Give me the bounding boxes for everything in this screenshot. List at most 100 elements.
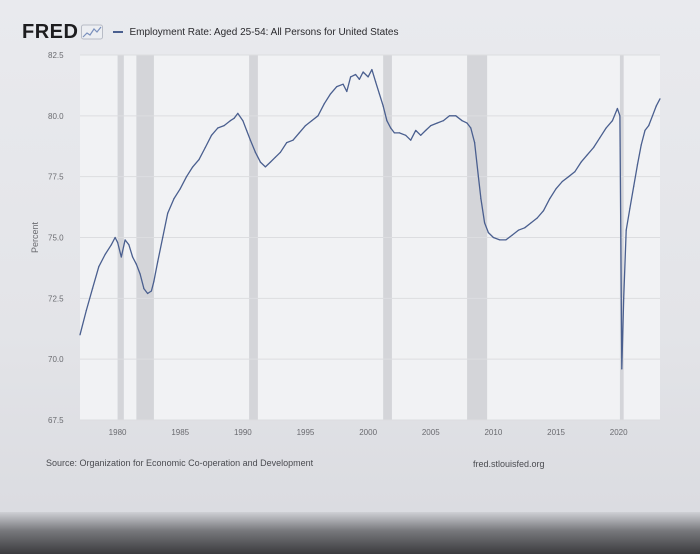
data-point[interactable] xyxy=(378,93,380,95)
data-point[interactable] xyxy=(362,71,364,73)
data-point[interactable] xyxy=(110,244,112,246)
data-point[interactable] xyxy=(233,117,235,119)
data-point[interactable] xyxy=(448,115,451,117)
data-point[interactable] xyxy=(249,139,251,141)
data-point[interactable] xyxy=(259,161,261,163)
data-point[interactable] xyxy=(470,127,472,129)
data-point[interactable] xyxy=(524,227,526,229)
data-point[interactable] xyxy=(135,263,137,265)
data-point[interactable] xyxy=(173,197,175,200)
data-point[interactable] xyxy=(336,86,338,88)
data-point[interactable] xyxy=(311,120,313,122)
data-point[interactable] xyxy=(555,188,557,190)
data-point[interactable] xyxy=(455,115,457,117)
data-point[interactable] xyxy=(342,83,344,85)
data-point[interactable] xyxy=(292,139,294,141)
data-point[interactable] xyxy=(425,129,427,132)
data-point[interactable] xyxy=(217,127,219,129)
data-point[interactable] xyxy=(153,280,155,282)
data-point[interactable] xyxy=(254,151,256,153)
data-point[interactable] xyxy=(185,176,188,178)
data-point[interactable] xyxy=(599,137,601,139)
data-point[interactable] xyxy=(405,134,407,136)
data-point[interactable] xyxy=(561,180,563,183)
data-point[interactable] xyxy=(98,266,100,268)
data-point[interactable] xyxy=(150,290,153,292)
data-point[interactable] xyxy=(179,188,181,190)
data-point[interactable] xyxy=(442,120,444,122)
data-point[interactable] xyxy=(371,69,373,71)
data-point[interactable] xyxy=(162,236,164,239)
data-point[interactable] xyxy=(358,78,360,80)
data-point[interactable] xyxy=(139,273,141,275)
data-point[interactable] xyxy=(574,171,576,173)
data-point[interactable] xyxy=(157,261,159,263)
data-point[interactable] xyxy=(354,73,357,76)
data-point[interactable] xyxy=(237,112,239,114)
data-point[interactable] xyxy=(659,98,661,100)
data-point[interactable] xyxy=(499,239,501,241)
data-point[interactable] xyxy=(304,124,307,127)
data-point[interactable] xyxy=(85,309,87,312)
data-point[interactable] xyxy=(298,132,300,134)
data-point[interactable] xyxy=(120,256,122,258)
data-point[interactable] xyxy=(420,134,422,136)
data-point[interactable] xyxy=(393,132,396,134)
data-point[interactable] xyxy=(410,139,412,141)
data-point[interactable] xyxy=(605,127,607,129)
data-point[interactable] xyxy=(229,120,231,122)
data-point[interactable] xyxy=(461,120,463,122)
data-point[interactable] xyxy=(477,176,479,178)
data-point[interactable] xyxy=(147,292,149,295)
data-point[interactable] xyxy=(223,124,225,127)
data-point[interactable] xyxy=(542,210,545,212)
data-point[interactable] xyxy=(430,124,432,127)
fred-credit-link[interactable]: fred.stlouisfed.org xyxy=(473,459,545,469)
data-point[interactable] xyxy=(436,122,438,124)
data-point[interactable] xyxy=(611,120,613,122)
data-point[interactable] xyxy=(633,185,635,187)
data-point[interactable] xyxy=(530,222,532,224)
data-point[interactable] xyxy=(279,151,282,153)
data-point[interactable] xyxy=(567,176,570,178)
data-point[interactable] xyxy=(104,253,106,256)
data-point[interactable] xyxy=(167,212,169,214)
data-point[interactable] xyxy=(323,103,325,105)
data-point[interactable] xyxy=(143,288,145,290)
data-point[interactable] xyxy=(242,120,244,122)
data-point[interactable] xyxy=(91,288,94,290)
data-point[interactable] xyxy=(487,232,489,234)
data-point[interactable] xyxy=(246,129,248,132)
data-point[interactable] xyxy=(474,142,476,144)
data-point[interactable] xyxy=(398,132,401,134)
data-point[interactable] xyxy=(651,115,654,117)
data-point[interactable] xyxy=(648,124,650,127)
data-point[interactable] xyxy=(619,115,621,117)
fred-logo[interactable]: FRED xyxy=(22,20,79,43)
data-point[interactable] xyxy=(536,217,538,219)
data-point[interactable] xyxy=(655,105,657,107)
data-point[interactable] xyxy=(329,93,332,95)
data-point[interactable] xyxy=(480,197,482,200)
data-point[interactable] xyxy=(128,244,130,246)
data-point[interactable] xyxy=(517,229,520,231)
data-point[interactable] xyxy=(549,197,551,200)
data-point[interactable] xyxy=(274,156,277,158)
data-point[interactable] xyxy=(264,166,266,168)
data-point[interactable] xyxy=(415,129,417,132)
data-point[interactable] xyxy=(210,134,213,136)
data-point[interactable] xyxy=(114,236,116,239)
data-point[interactable] xyxy=(204,146,206,149)
data-point[interactable] xyxy=(79,334,81,336)
data-point[interactable] xyxy=(132,256,134,258)
series-title[interactable]: Employment Rate: Aged 25-54: All Persons… xyxy=(129,26,399,38)
data-point[interactable] xyxy=(317,115,319,117)
data-point[interactable] xyxy=(629,207,631,209)
data-point[interactable] xyxy=(640,144,642,146)
data-point[interactable] xyxy=(505,239,507,241)
data-point[interactable] xyxy=(625,229,627,231)
data-point[interactable] xyxy=(492,236,494,239)
data-point[interactable] xyxy=(124,239,126,241)
data-point[interactable] xyxy=(198,159,200,161)
data-point[interactable] xyxy=(390,127,392,129)
